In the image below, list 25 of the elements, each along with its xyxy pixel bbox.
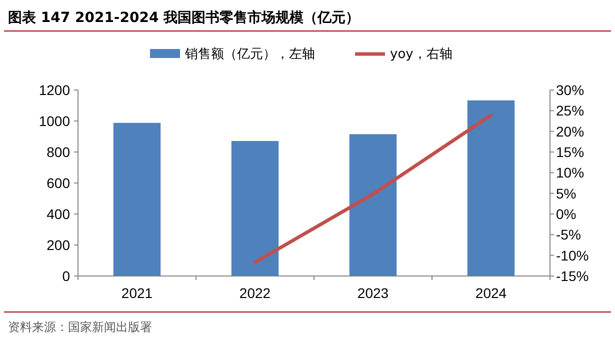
legend-label: yoy，右轴	[390, 47, 452, 62]
x-tick-label: 2024	[475, 285, 507, 301]
y2-tick-label: -5%	[556, 226, 581, 243]
y2-tick-label: 10%	[556, 164, 584, 181]
y2-tick-label: 25%	[556, 102, 584, 119]
y2-tick-label: 0%	[556, 206, 576, 222]
y2-tick-label: 5%	[556, 185, 576, 202]
y-tick-label: 1200	[38, 82, 70, 98]
x-tick-label: 2022	[239, 285, 271, 301]
x-tick-label: 2023	[357, 285, 389, 301]
y2-tick-label: -15%	[556, 268, 589, 284]
chart-title: 图表 147 2021-2024 我国图书零售市场规模（亿元）	[8, 9, 360, 26]
y2-tick-label: -10%	[556, 247, 589, 264]
y2-tick-label: 20%	[556, 123, 584, 140]
y-tick-label: 200	[46, 237, 70, 253]
y2-tick-label: 15%	[556, 144, 584, 160]
y2-tick-label: 30%	[556, 82, 584, 98]
x-tick-label: 2021	[121, 285, 153, 301]
text: 资料来源：国家新闻出版署	[8, 320, 152, 334]
y-tick-label: 0	[62, 268, 70, 284]
y-tick-label: 800	[46, 144, 70, 160]
y-tick-label: 1000	[38, 113, 70, 129]
y-tick-label: 600	[46, 175, 70, 191]
legend-label: 销售额（亿元），左轴	[184, 47, 315, 62]
y-tick-label: 400	[46, 206, 70, 222]
